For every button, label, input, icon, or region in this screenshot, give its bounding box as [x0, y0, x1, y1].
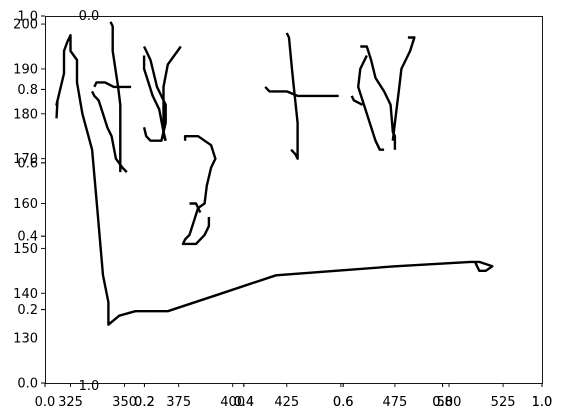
x-tick-label: 0.4	[233, 395, 254, 410]
x-tick-label: 0.6	[333, 395, 354, 410]
x-tick-label: 0.8	[432, 395, 453, 410]
x-tick-label: 1.0	[532, 395, 553, 410]
y-tick-label: 0.8	[17, 83, 38, 98]
x-tick-label: 375	[166, 395, 191, 410]
axes-frame	[45, 16, 543, 384]
x-tick-label: 525	[491, 395, 516, 410]
x-tick-label: 0.2	[134, 395, 155, 410]
tick-marks	[41, 15, 543, 387]
y-tick-label: 130	[13, 332, 38, 347]
y-tick-label: 1.0	[17, 10, 38, 25]
x-tick-label: 0.6	[333, 395, 354, 410]
x-tick-label: 500	[437, 395, 462, 410]
ink-stroke-9	[189, 202, 202, 214]
stray-tick-label: 0.0	[79, 9, 100, 24]
ink-stroke-2	[109, 21, 122, 173]
plot-content	[55, 21, 494, 326]
x-tick-label: 0.4	[233, 395, 254, 410]
y-tick-label: 190	[13, 62, 38, 77]
ink-stroke-11	[285, 32, 299, 160]
ink-stroke-1	[55, 34, 494, 326]
x-tick-label: 0.0	[35, 395, 56, 410]
x-tick-label: 475	[382, 395, 407, 410]
y-tick-label: 180	[13, 107, 38, 122]
ink-stroke-7	[162, 45, 182, 142]
y-tick-label: 200	[13, 18, 38, 33]
y-tick-label: 0.4	[17, 230, 38, 245]
ink-stroke-3	[91, 90, 128, 173]
x-tick-label: 425	[274, 395, 299, 410]
y-tick-label: 0.2	[17, 303, 38, 318]
ink-stroke-15	[350, 95, 364, 106]
ink-stroke-4	[93, 81, 132, 89]
x-tick-label: 1.0	[532, 395, 553, 410]
x-tick-label: 325	[58, 395, 83, 410]
y-tick-label: 140	[13, 287, 38, 302]
x-tick-label: 350	[112, 395, 137, 410]
ink-stroke-10	[264, 86, 339, 98]
ink-stroke-14	[357, 54, 385, 151]
x-tick-label: 400	[220, 395, 245, 410]
x-tick-label: 0.2	[134, 395, 155, 410]
stray-tick-label: 1.0	[79, 379, 100, 394]
ink-stroke-5	[142, 45, 167, 142]
ink-stroke-13	[391, 36, 416, 141]
y-tick-label: 160	[13, 197, 38, 212]
x-tick-label: 0.8	[432, 395, 453, 410]
y-tick-label: 0.0	[17, 377, 38, 392]
y-tick-label: 170	[13, 152, 38, 167]
y-tick-label: 0.6	[17, 156, 38, 171]
y-tick-label: 150	[13, 242, 38, 257]
